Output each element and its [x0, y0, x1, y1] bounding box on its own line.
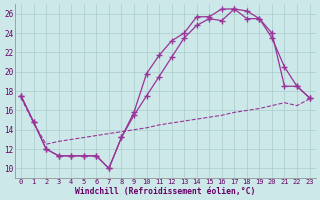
X-axis label: Windchill (Refroidissement éolien,°C): Windchill (Refroidissement éolien,°C) [75, 187, 255, 196]
